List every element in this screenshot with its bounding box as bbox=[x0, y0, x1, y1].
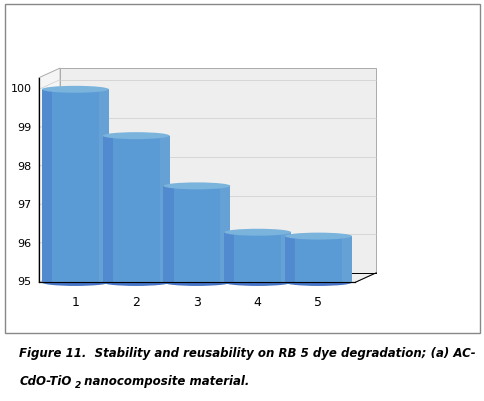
Polygon shape bbox=[224, 232, 234, 282]
Text: 96: 96 bbox=[17, 239, 31, 249]
Ellipse shape bbox=[163, 182, 230, 189]
Text: 2: 2 bbox=[132, 296, 140, 309]
Text: 99: 99 bbox=[17, 123, 31, 133]
Polygon shape bbox=[224, 232, 290, 282]
Ellipse shape bbox=[42, 279, 108, 286]
Text: 98: 98 bbox=[17, 162, 31, 172]
Text: 3: 3 bbox=[193, 296, 200, 309]
Ellipse shape bbox=[103, 132, 169, 139]
Polygon shape bbox=[39, 273, 376, 282]
Text: 4: 4 bbox=[253, 296, 261, 309]
Text: nanocomposite material.: nanocomposite material. bbox=[80, 375, 249, 388]
Polygon shape bbox=[42, 89, 52, 282]
Text: 100: 100 bbox=[11, 84, 31, 94]
Polygon shape bbox=[103, 136, 112, 282]
Polygon shape bbox=[220, 186, 230, 282]
Text: 5: 5 bbox=[314, 296, 322, 309]
Ellipse shape bbox=[42, 86, 108, 93]
Text: Figure 11.  Stability and reusability on RB 5 dye degradation; (a) AC-: Figure 11. Stability and reusability on … bbox=[19, 347, 475, 360]
Polygon shape bbox=[163, 186, 173, 282]
Polygon shape bbox=[60, 68, 376, 273]
Ellipse shape bbox=[103, 279, 169, 286]
Text: 97: 97 bbox=[17, 200, 31, 210]
Polygon shape bbox=[42, 89, 108, 282]
Ellipse shape bbox=[285, 233, 351, 239]
Polygon shape bbox=[341, 236, 351, 282]
Polygon shape bbox=[39, 68, 60, 282]
Polygon shape bbox=[159, 136, 169, 282]
Polygon shape bbox=[163, 186, 230, 282]
Polygon shape bbox=[281, 232, 290, 282]
Ellipse shape bbox=[285, 279, 351, 286]
Text: 2: 2 bbox=[75, 381, 81, 390]
Ellipse shape bbox=[224, 229, 290, 236]
Polygon shape bbox=[103, 136, 169, 282]
Ellipse shape bbox=[163, 279, 230, 286]
Polygon shape bbox=[99, 89, 108, 282]
Text: CdO-TiO: CdO-TiO bbox=[19, 375, 72, 388]
Polygon shape bbox=[285, 236, 351, 282]
Text: 95: 95 bbox=[17, 277, 31, 288]
Polygon shape bbox=[285, 236, 294, 282]
Ellipse shape bbox=[224, 279, 290, 286]
Text: 1: 1 bbox=[71, 296, 79, 309]
